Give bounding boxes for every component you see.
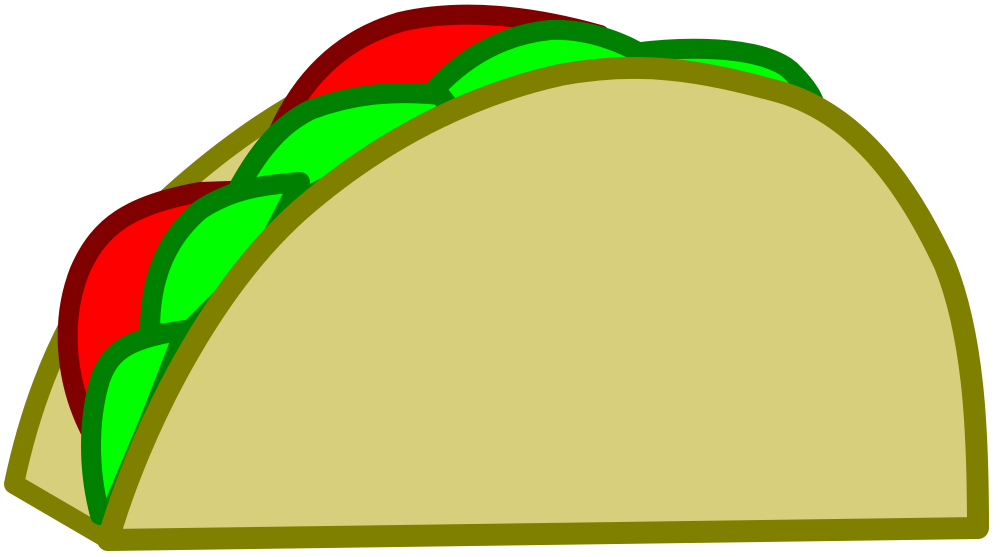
- taco-front-shell: [97, 56, 989, 551]
- lettuce-leaf-bottom: [81, 320, 195, 525]
- lettuce-leaf-left: [140, 172, 310, 350]
